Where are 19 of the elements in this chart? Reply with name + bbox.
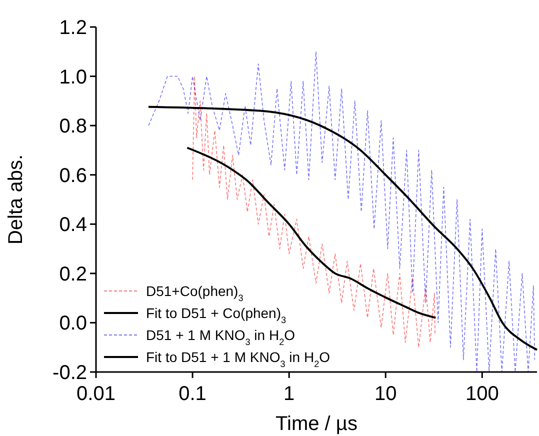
y-tick-label: 0.6 [59, 164, 87, 187]
legend-label: D51+Co(phen)$_{3}$ [146, 283, 244, 303]
y-tick-label: 0.4 [59, 214, 87, 236]
y-tick-label: -0.2 [52, 362, 87, 384]
y-tick-label: 1.2 [59, 17, 87, 39]
y-axis-title: Delta abs. [5, 154, 27, 245]
x-tick-label: 0.01 [76, 383, 116, 405]
x-tick-label: 1 [284, 383, 295, 405]
y-tick-label: 0.2 [59, 263, 87, 286]
x-axis-title: Time / µs [276, 413, 358, 435]
legend-label: Fit to D51 + 1 M KNO$_{3}$ in H$_{2}$O [146, 349, 330, 369]
legend-label: Fit to D51 + Co(phen)$_{3}$ [146, 305, 286, 325]
x-tick-label: 10 [374, 383, 397, 405]
x-tick-label: 100 [465, 383, 499, 405]
legend-label: D51 + 1 M KNO$_{3}$ in H$_{2}$O [146, 327, 296, 347]
x-tick-label: 0.1 [178, 383, 206, 405]
y-tick-label: 0.0 [59, 312, 87, 335]
y-tick-label: 0.8 [59, 116, 87, 138]
y-tick-label: 1.0 [59, 66, 87, 88]
